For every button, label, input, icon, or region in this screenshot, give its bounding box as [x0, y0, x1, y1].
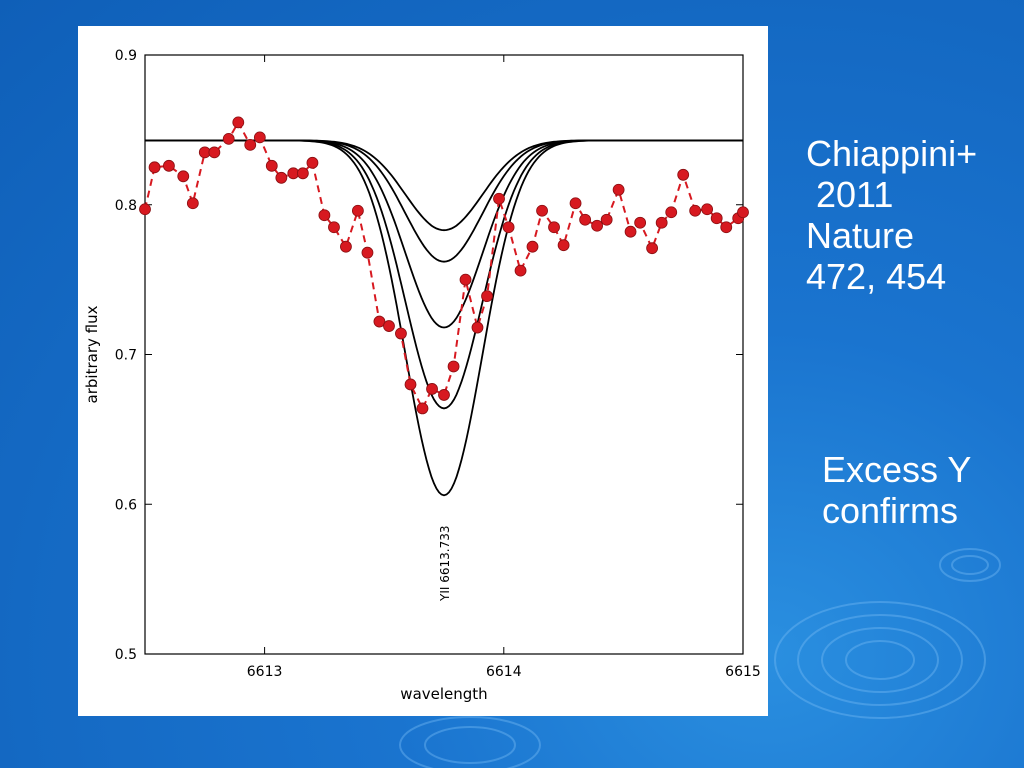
model-curve: [145, 139, 743, 497]
observed-point: [447, 360, 460, 373]
y-tick-label: 0.6: [115, 497, 137, 513]
observed-point: [222, 132, 235, 145]
observed-point: [677, 168, 690, 181]
x-tick-label: 6613: [247, 664, 283, 680]
citation-line: 2011: [806, 174, 894, 215]
observed-point: [471, 321, 484, 334]
observed-point: [340, 240, 352, 253]
observed-line: [144, 120, 744, 411]
chart-panel: 0.5 0.6 0.7 0.8 0.9 6613 6614 6615 wavelength arb…: [78, 26, 768, 716]
y-tick-label: 0.5: [115, 647, 137, 663]
observed-point: [655, 216, 668, 229]
model-curves: [145, 139, 743, 497]
observed-point: [139, 203, 151, 216]
observed-point: [481, 290, 493, 302]
chart-axes: [144, 54, 744, 655]
observed-point: [710, 212, 723, 225]
observed-point: [404, 378, 417, 391]
note-line: Excess Y: [822, 449, 972, 490]
observed-point: [253, 131, 266, 144]
observed-point: [579, 213, 592, 226]
observed-point: [177, 170, 190, 183]
y-tick-label: 0.7: [115, 348, 137, 364]
citation-line: 472, 454: [806, 256, 947, 297]
citation-text: Chiappini+ 2011 Nature 472, 454: [806, 133, 977, 297]
observed-point: [275, 171, 288, 184]
observed-point: [265, 159, 278, 172]
model-curve: [145, 139, 743, 410]
line-annotation: YII 6613.733: [438, 526, 452, 602]
y-tick-label: 0.9: [115, 48, 137, 64]
observed-point: [416, 402, 429, 415]
observed-point: [361, 246, 374, 259]
observed-point: [306, 156, 319, 169]
observed-point: [600, 213, 613, 226]
observed-point: [665, 206, 678, 219]
observed-point: [395, 327, 407, 340]
observed-point: [232, 116, 245, 129]
observed-point: [612, 183, 625, 196]
note-text: Excess Y confirms: [822, 449, 971, 531]
model-curve: [145, 139, 743, 329]
observed-point: [502, 221, 515, 234]
flux-chart: 0.5 0.6 0.7 0.8 0.9 6613 6614 6615 wavelength arb…: [83, 48, 761, 703]
observed-point: [148, 161, 161, 174]
observed-point: [526, 240, 539, 253]
x-axis-label: wavelength: [400, 685, 487, 703]
observed-point: [438, 389, 450, 401]
observed-point: [208, 146, 221, 159]
chart-labels: 0.5 0.6 0.7 0.8 0.9 6613 6614 6615 wavelength arb…: [83, 48, 761, 703]
observed-point: [318, 209, 331, 222]
observed-point: [624, 225, 637, 238]
x-tick-label: 6615: [725, 664, 761, 680]
observed-point: [591, 219, 603, 232]
citation-line: Chiappini+: [806, 133, 978, 174]
observed-point: [163, 159, 175, 172]
observed-point: [426, 383, 438, 395]
observed-point: [634, 216, 647, 229]
y-tick-label: 0.8: [115, 198, 137, 214]
observed-point: [689, 204, 702, 217]
observed-point: [569, 197, 582, 210]
x-tick-label: 6614: [486, 664, 522, 680]
observed-point: [720, 221, 733, 234]
model-curve: [145, 139, 743, 232]
observed-point: [536, 204, 548, 217]
observed-point: [701, 203, 714, 216]
observed-point: [186, 197, 199, 210]
observed-spectrum: [139, 116, 749, 415]
observed-point: [557, 239, 570, 252]
observed-point: [493, 192, 505, 205]
note-line: confirms: [822, 490, 959, 531]
observed-point: [328, 221, 340, 234]
citation-line: Nature: [806, 215, 915, 256]
y-axis-label: arbitrary flux: [83, 305, 101, 403]
observed-point: [548, 221, 560, 234]
observed-point: [646, 242, 659, 255]
observed-point: [244, 138, 257, 151]
observed-point: [351, 204, 364, 217]
observed-point: [296, 167, 309, 180]
observed-point: [459, 273, 472, 286]
observed-point: [383, 320, 395, 332]
observed-point: [514, 264, 527, 277]
observed-point: [373, 315, 386, 328]
observed-point: [737, 206, 749, 219]
